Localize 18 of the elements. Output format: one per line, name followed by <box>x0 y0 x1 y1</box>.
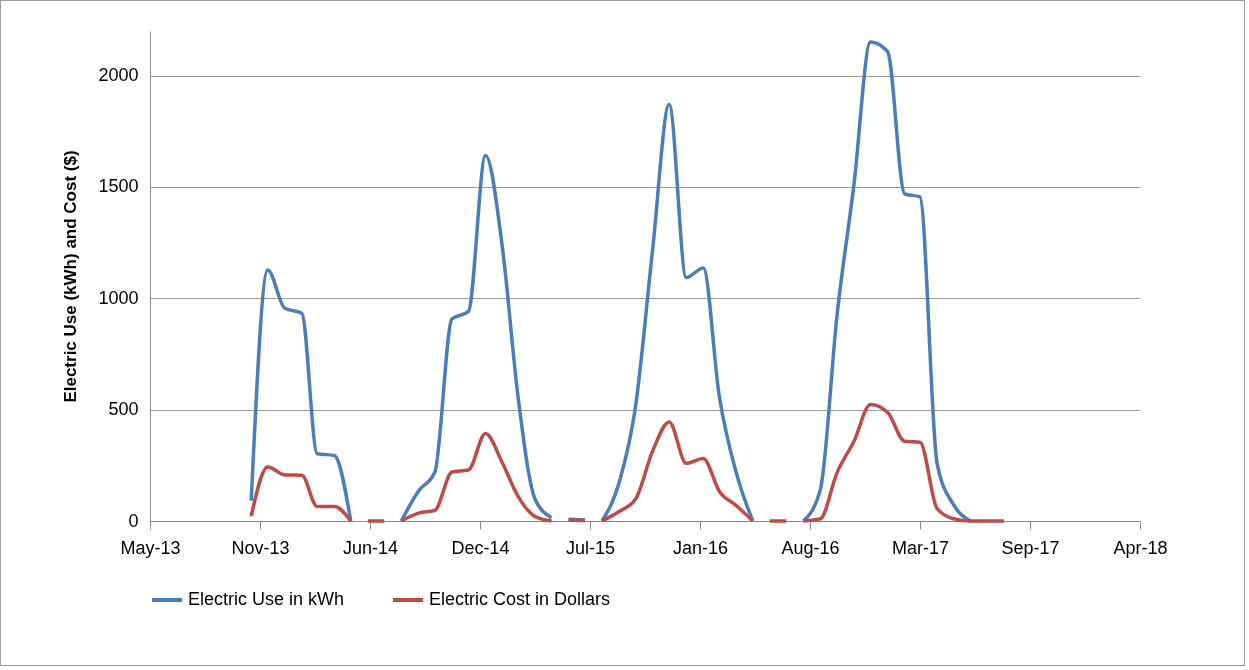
x-tick-label: May-13 <box>120 537 181 558</box>
y-axis-title: Electric Use (kWh) and Cost ($) <box>61 150 81 403</box>
x-tick-label: Sep-17 <box>1001 537 1060 558</box>
legend-label: Electric Cost in Dollars <box>429 589 611 609</box>
x-tick-label: Jul-15 <box>565 537 616 558</box>
y-tick-label: 2000 <box>98 65 139 86</box>
y-tick-label: 500 <box>108 399 139 420</box>
y-tick-label: 1500 <box>98 176 139 197</box>
x-tick-label: Aug-16 <box>781 537 840 558</box>
x-tick-label: Apr-18 <box>1113 537 1168 558</box>
x-tick-label: Dec-14 <box>451 537 510 558</box>
x-tick-label: Jun-14 <box>342 537 399 558</box>
legend-label: Electric Use in kWh <box>188 589 345 609</box>
y-tick-label: 1000 <box>98 287 139 308</box>
y-tick-label: 0 <box>128 510 139 531</box>
x-tick-label: Jan-16 <box>672 537 729 558</box>
x-tick-label: Nov-13 <box>231 537 290 558</box>
x-tick-label: Mar-17 <box>891 537 950 558</box>
